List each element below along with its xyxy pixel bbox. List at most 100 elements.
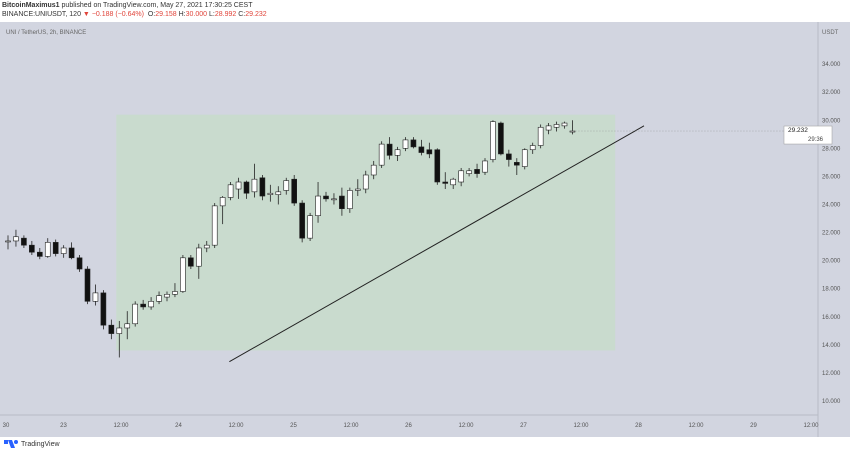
price-axis-background — [818, 22, 850, 437]
candle — [283, 177, 290, 195]
candle-body — [561, 122, 568, 127]
time-tick-label: 12:00 — [803, 423, 819, 429]
candle-body — [164, 293, 170, 298]
candle — [259, 174, 266, 201]
time-axis-background — [0, 415, 818, 437]
open-value: 29.158 — [155, 11, 177, 18]
candle-body — [140, 303, 146, 308]
currency-label: USDT — [822, 30, 839, 36]
candle-body — [5, 240, 11, 243]
candle — [164, 291, 170, 302]
high-value: 30.000 — [185, 11, 208, 18]
candle-body — [347, 190, 353, 209]
candle-body — [466, 170, 472, 174]
candle-body — [370, 164, 377, 176]
candle-body — [203, 244, 210, 249]
price-tick-label: 28.000 — [822, 146, 841, 152]
chart-header: BitcoinMaximus1 published on TradingView… — [0, 0, 850, 22]
time-tick-label: 12:00 — [458, 423, 474, 429]
candle-body — [283, 180, 290, 191]
candle — [442, 172, 449, 190]
candle — [84, 266, 91, 305]
candle — [323, 191, 329, 202]
candle-body — [537, 126, 544, 146]
candle-body — [108, 324, 115, 334]
candle — [124, 311, 131, 340]
price-tick-label: 24.000 — [822, 202, 841, 208]
candle-body — [378, 143, 385, 166]
time-tick-label: 27 — [520, 423, 527, 429]
candle-body — [68, 247, 75, 259]
candle — [36, 247, 43, 260]
range-highlight-box[interactable] — [116, 114, 616, 351]
candle — [21, 235, 27, 248]
candle — [148, 297, 154, 310]
candle — [267, 184, 274, 202]
candle — [227, 182, 234, 201]
price-tick-label: 12.000 — [822, 371, 841, 377]
last-price-tag: 29.232 29:36 — [572, 125, 833, 145]
candle-body — [299, 202, 305, 239]
candle — [219, 196, 226, 225]
candle — [410, 137, 417, 149]
candle-body — [323, 195, 329, 200]
candle-body — [219, 197, 226, 207]
price-chart[interactable]: UNI / TetherUS, 2h, BINANCE USDT 10.0001… — [0, 22, 850, 437]
candle — [100, 290, 107, 330]
candle-body — [21, 237, 27, 246]
price-tick-label: 30.000 — [822, 118, 841, 124]
candle — [402, 137, 409, 152]
candle-body — [410, 139, 417, 148]
candle-body — [76, 257, 83, 270]
time-axis-ticks: 30 23 12:00 24 12:00 25 12:00 26 12:00 27 12:00 28 1… — [3, 423, 820, 429]
author-name[interactable]: BitcoinMaximus1 — [2, 2, 60, 9]
candle-body — [474, 169, 480, 174]
candle-body — [450, 178, 457, 186]
candle — [347, 187, 353, 213]
candle-body — [434, 149, 441, 183]
candle-body — [545, 125, 552, 131]
candle — [52, 239, 59, 257]
candle — [299, 200, 305, 243]
trendline[interactable] — [229, 125, 645, 363]
tradingview-icon — [4, 440, 18, 448]
candle-body — [498, 122, 504, 155]
candle-body — [196, 247, 202, 267]
candle-body — [172, 291, 178, 295]
chart-title: UNI / TetherUS, 2h, BINANCE — [6, 30, 86, 36]
candle-body — [13, 236, 19, 242]
candle — [251, 163, 258, 198]
candle — [76, 254, 83, 272]
footer: TradingView — [0, 437, 850, 453]
candle-body — [235, 181, 242, 190]
time-tick-label: 12:00 — [228, 423, 244, 429]
low-label: L: — [209, 11, 215, 18]
candle — [386, 137, 393, 160]
candlestick-series — [5, 120, 576, 358]
candle — [29, 240, 35, 255]
publish-info: BitcoinMaximus1 published on TradingView… — [2, 2, 252, 9]
candle-body — [132, 303, 138, 325]
candle — [291, 174, 298, 206]
tradingview-logo[interactable]: TradingView — [4, 440, 60, 448]
candle — [426, 142, 433, 159]
candle — [370, 160, 377, 180]
candle-body — [315, 195, 321, 216]
candle-body — [394, 149, 401, 156]
low-value: 28.992 — [214, 11, 237, 18]
candle — [211, 203, 218, 248]
candle — [482, 158, 488, 175]
candle-body — [211, 205, 218, 246]
candle-body — [124, 323, 131, 329]
candle-body — [362, 174, 369, 190]
candle — [315, 182, 321, 223]
candle-body — [307, 215, 313, 239]
candle-body — [291, 178, 298, 204]
time-tick-label: 23 — [60, 423, 67, 429]
candle — [116, 320, 123, 358]
ohlc-legend: BINANCE:UNIUSDT, 120 ▼ −0.188 (−0.64%) O… — [2, 11, 267, 18]
time-tick-label: 12:00 — [688, 423, 704, 429]
time-tick-label: 24 — [175, 423, 182, 429]
time-tick-label: 30 — [3, 423, 10, 429]
candle-body — [553, 124, 560, 128]
